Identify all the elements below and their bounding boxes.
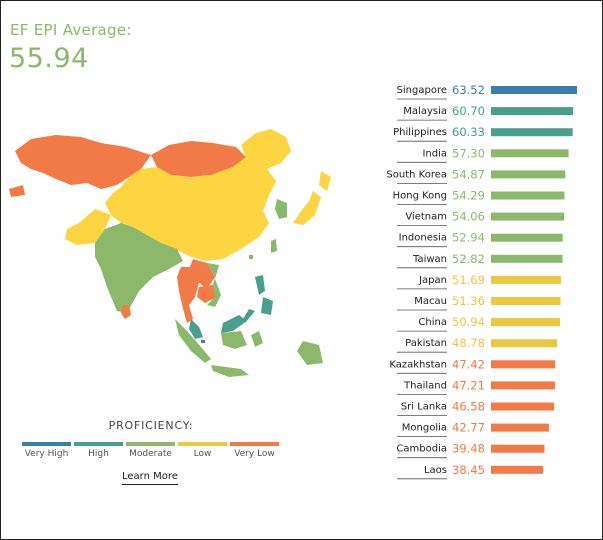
map-thailand[interactable] xyxy=(177,267,199,323)
score-label-macau: 51.36 xyxy=(452,294,485,308)
map-japan[interactable] xyxy=(293,171,331,225)
legend-label-moderate: Moderate xyxy=(129,449,172,459)
score-label-thailand: 47.21 xyxy=(452,378,485,392)
country-label-singapore: Singapore xyxy=(397,85,447,96)
map-south-korea[interactable] xyxy=(275,199,287,219)
legend-swatch-very-low xyxy=(230,442,279,446)
country-label-laos: Laos xyxy=(424,465,447,476)
country-label-mongolia: Mongolia xyxy=(402,423,447,434)
average-label: EF EPI Average: xyxy=(10,21,132,39)
score-label-indonesia: 52.94 xyxy=(452,231,485,245)
score-label-cambodia: 39.48 xyxy=(452,442,485,456)
score-bar-vietnam[interactable] xyxy=(491,212,565,221)
score-label-laos: 38.45 xyxy=(452,463,485,477)
country-label-cambodia: Cambodia xyxy=(396,444,447,455)
country-label-philippines: Philippines xyxy=(393,127,447,138)
country-label-macau: Macau xyxy=(414,296,447,307)
score-label-japan: 51.69 xyxy=(452,273,485,287)
map-pakistan[interactable] xyxy=(65,209,111,245)
country-label-vietnam: Vietnam xyxy=(405,212,447,223)
score-bar-cambodia[interactable] xyxy=(491,444,545,453)
asia-proficiency-map xyxy=(9,129,331,377)
map-philippines[interactable] xyxy=(243,275,273,323)
proficiency-title: PROFICIENCY: xyxy=(108,419,194,432)
score-bar-thailand[interactable] xyxy=(491,381,555,390)
score-bar-macau[interactable] xyxy=(491,297,561,305)
score-bar-south-korea[interactable] xyxy=(491,170,566,179)
country-label-pakistan: Pakistan xyxy=(405,338,447,349)
score-bar-china[interactable] xyxy=(491,318,560,327)
score-label-sri-lanka: 46.58 xyxy=(452,400,485,414)
map-kazakhstan[interactable] xyxy=(15,135,151,189)
map-sri-lanka[interactable] xyxy=(121,305,131,319)
map-india[interactable] xyxy=(95,223,183,313)
legend-label-very-low: Very Low xyxy=(234,449,275,459)
score-bar-laos[interactable] xyxy=(491,465,544,474)
score-bar-mongolia[interactable] xyxy=(491,423,549,432)
country-label-malaysia: Malaysia xyxy=(403,106,447,117)
country-label-japan: Japan xyxy=(418,275,447,286)
map-malaysia[interactable] xyxy=(189,315,247,339)
map-kazakhstan-west xyxy=(9,185,25,197)
score-bar-japan[interactable] xyxy=(491,275,561,284)
map-hong-kong[interactable] xyxy=(249,255,253,259)
score-bar-pakistan[interactable] xyxy=(491,339,558,348)
learn-more-link[interactable]: Learn More xyxy=(122,471,178,485)
legend-label-high: High xyxy=(88,449,109,459)
score-label-south-korea: 54.87 xyxy=(452,167,485,181)
country-label-kazakhstan: Kazakhstan xyxy=(389,359,447,370)
legend-swatch-moderate xyxy=(126,442,175,446)
score-label-malaysia: 60.70 xyxy=(452,104,485,118)
map-laos[interactable] xyxy=(189,259,215,289)
score-label-kazakhstan: 47.42 xyxy=(452,357,485,371)
map-cambodia[interactable] xyxy=(197,285,217,303)
score-bar-sri-lanka[interactable] xyxy=(491,402,555,411)
legend-label-low: Low xyxy=(193,449,212,459)
country-label-taiwan: Taiwan xyxy=(412,254,447,265)
map-taiwan[interactable] xyxy=(271,239,277,253)
score-label-singapore: 63.52 xyxy=(452,83,485,97)
country-label-china: China xyxy=(418,317,447,328)
score-label-philippines: 60.33 xyxy=(452,125,485,139)
score-bar-taiwan[interactable] xyxy=(491,254,563,263)
map-china[interactable] xyxy=(105,129,291,261)
score-bar-hong-kong[interactable] xyxy=(491,191,565,200)
legend-swatch-very-high xyxy=(22,442,71,446)
country-label-hong-kong: Hong Kong xyxy=(393,191,447,202)
map-mongolia[interactable] xyxy=(151,141,246,177)
country-label-india: India xyxy=(422,148,447,159)
score-bar-kazakhstan[interactable] xyxy=(491,360,556,369)
score-label-china: 50.94 xyxy=(452,315,485,329)
score-label-pakistan: 48.78 xyxy=(452,336,485,350)
map-singapore[interactable] xyxy=(201,340,205,343)
score-label-mongolia: 42.77 xyxy=(452,421,485,435)
score-label-india: 57.30 xyxy=(452,146,485,160)
score-label-vietnam: 54.06 xyxy=(452,210,485,224)
average-value: 55.94 xyxy=(9,43,89,74)
score-bar-india[interactable] xyxy=(491,149,569,158)
country-label-sri-lanka: Sri Lanka xyxy=(401,402,447,413)
score-bar-philippines[interactable] xyxy=(491,128,573,137)
legend-swatch-high xyxy=(74,442,123,446)
score-bar-malaysia[interactable] xyxy=(491,107,574,116)
legend-swatch-low xyxy=(178,442,227,446)
country-label-thailand: Thailand xyxy=(403,380,447,391)
score-label-hong-kong: 54.29 xyxy=(452,189,485,203)
score-bar-singapore[interactable] xyxy=(491,86,577,94)
map-vietnam[interactable] xyxy=(207,263,221,307)
score-bar-indonesia[interactable] xyxy=(491,233,563,242)
country-label-south-korea: South Korea xyxy=(386,169,447,180)
score-label-taiwan: 52.82 xyxy=(452,252,485,266)
country-label-indonesia: Indonesia xyxy=(399,233,447,244)
legend-label-very-high: Very High xyxy=(24,449,69,459)
